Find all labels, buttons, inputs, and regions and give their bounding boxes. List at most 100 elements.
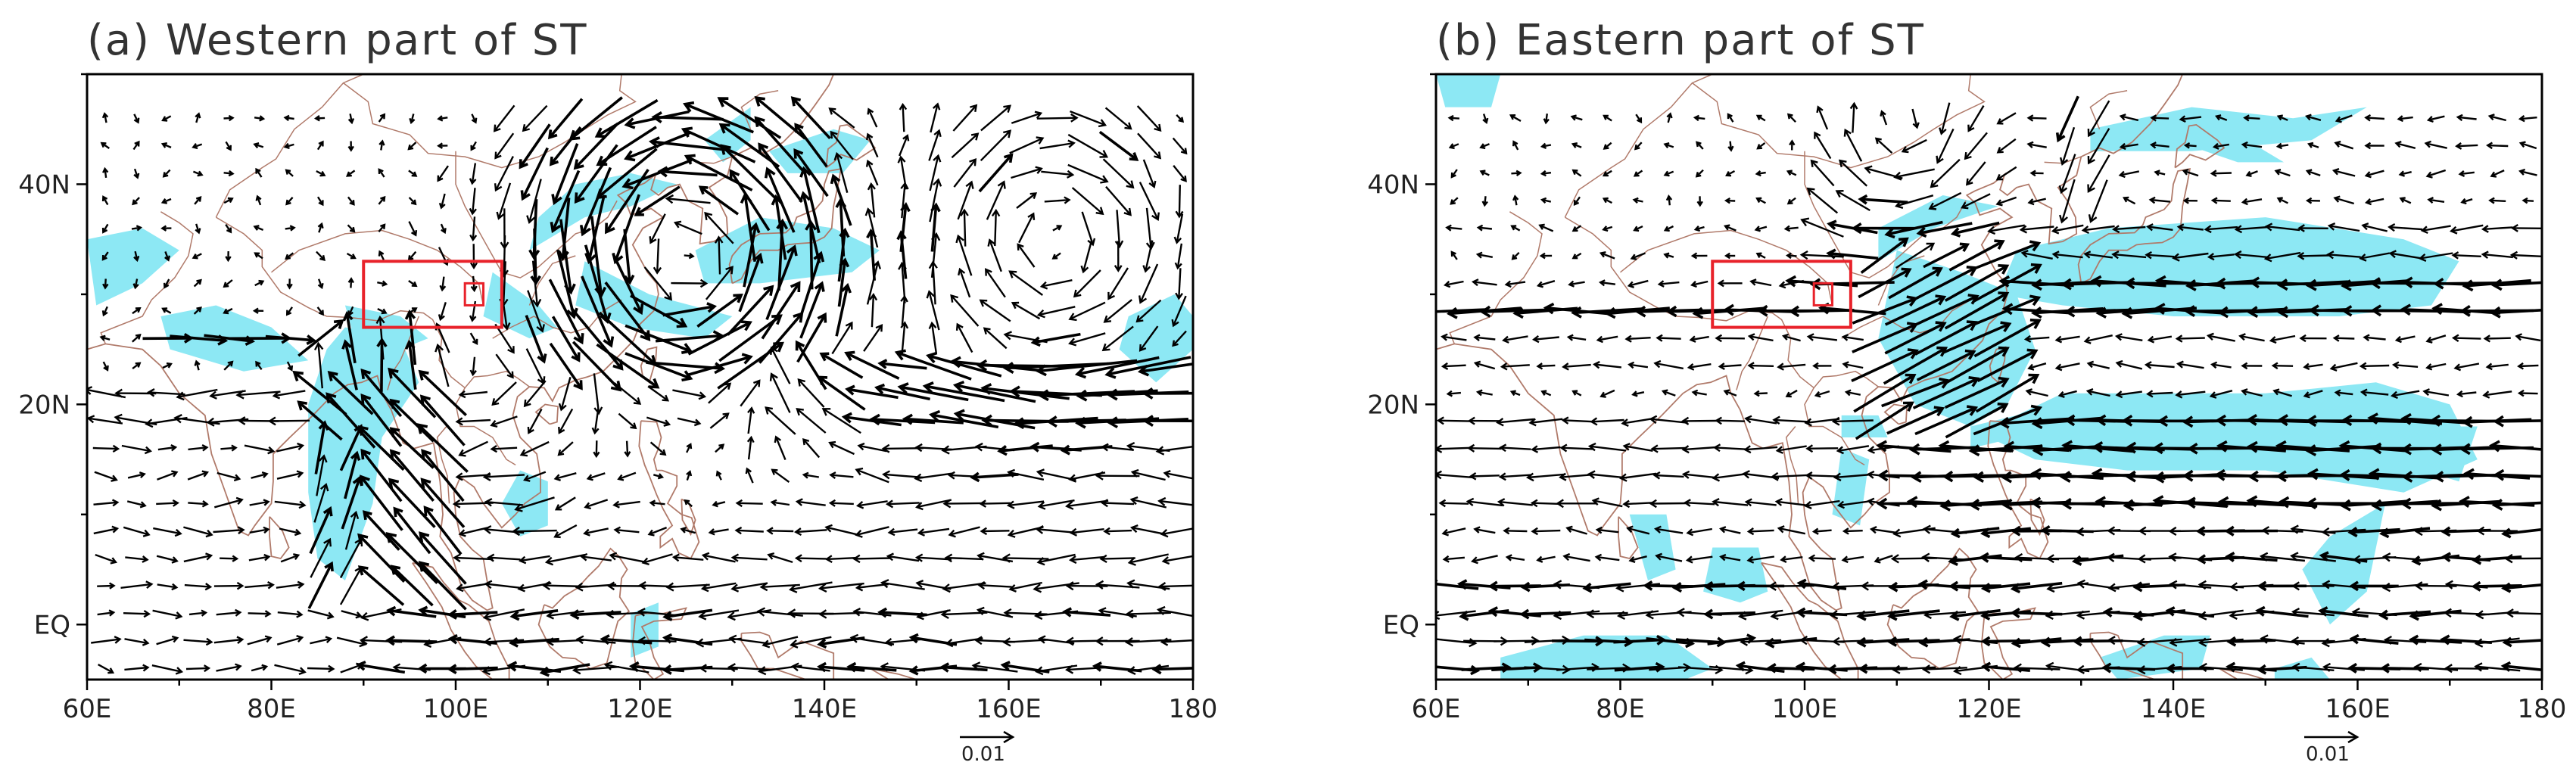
wind-vector — [1467, 416, 1501, 425]
wind-vector — [1041, 170, 1075, 179]
wind-vector — [1707, 633, 1757, 646]
wind-vector — [2490, 170, 2505, 178]
wind-vector — [1512, 140, 1519, 151]
wind-vector — [285, 169, 294, 177]
wind-vector — [1858, 267, 1912, 299]
wind-vector — [929, 409, 999, 429]
wind-vector — [2321, 527, 2366, 537]
wind-vector — [469, 332, 478, 346]
wind-vector — [1157, 496, 1193, 506]
wind-vector — [522, 104, 548, 132]
wind-vector — [715, 443, 725, 453]
coastline — [2174, 123, 2226, 169]
wind-vector — [520, 147, 549, 201]
wind-vector — [641, 553, 673, 566]
wind-vector — [2483, 334, 2511, 343]
wind-vector — [1172, 330, 1187, 347]
wind-vector — [216, 608, 242, 617]
wind-vector — [385, 532, 438, 584]
wind-vector — [97, 582, 116, 590]
wind-vector — [2476, 526, 2518, 536]
wind-vector — [880, 579, 925, 590]
wind-vector — [378, 113, 386, 123]
wind-vector — [453, 553, 494, 563]
wind-vector — [2481, 250, 2513, 260]
wind-vector — [2518, 115, 2537, 123]
wind-vector — [1129, 524, 1167, 536]
wind-vector — [1884, 294, 1947, 326]
wind-vector — [2318, 606, 2369, 618]
wind-vector — [2054, 362, 2080, 372]
wind-vector — [274, 664, 307, 676]
wind-vector — [1175, 185, 1184, 219]
wind-vector — [1068, 332, 1106, 347]
wind-vector — [833, 151, 849, 194]
wind-vector — [2026, 141, 2047, 148]
wind-vector — [1973, 263, 2042, 303]
wind-vector — [2040, 524, 2094, 537]
coastline — [2219, 667, 2266, 680]
wind-vector — [1571, 142, 1582, 148]
wind-vector — [1996, 112, 2017, 125]
wind-vector — [1936, 128, 1955, 164]
wind-vector — [253, 225, 264, 232]
wind-vector — [347, 277, 354, 288]
wind-vector — [948, 526, 980, 538]
wind-vector — [1880, 110, 1888, 126]
wind-vector — [2264, 222, 2300, 232]
wind-vector — [2182, 197, 2198, 204]
wind-vector — [309, 506, 333, 555]
wind-vector — [687, 320, 752, 356]
x-tick-label: 120E — [1956, 694, 2021, 724]
wind-vector — [799, 166, 821, 234]
shaded-area — [1878, 195, 1998, 262]
wind-vector — [98, 664, 115, 674]
wind-vector — [953, 157, 977, 188]
wind-vector — [1743, 445, 1778, 454]
wind-vector — [714, 235, 724, 275]
wind-vector — [1765, 636, 1818, 649]
wind-vector — [2319, 551, 2368, 563]
wind-vector — [223, 170, 235, 177]
border-line — [1449, 211, 1543, 344]
wind-vector — [1622, 443, 1653, 452]
wind-vector — [2182, 168, 2199, 177]
wind-vector — [734, 526, 764, 535]
wind-vector — [121, 444, 153, 455]
wind-vector — [2361, 222, 2388, 232]
wind-vector — [877, 359, 927, 370]
wind-vector — [1007, 468, 1045, 481]
wind-vector — [408, 170, 418, 177]
wind-vector — [2456, 114, 2477, 122]
wind-vector — [1631, 390, 1645, 397]
wind-vector — [1445, 224, 1462, 232]
wind-vector — [2027, 362, 2047, 371]
wind-vector — [377, 308, 388, 315]
wind-vector — [519, 440, 550, 457]
wind-vector — [1003, 608, 1048, 618]
wind-vector — [1174, 243, 1183, 270]
wind-vector — [1482, 114, 1489, 125]
wind-vector — [2226, 636, 2276, 647]
wind-vector — [438, 193, 446, 210]
x-tick-label: 180 — [1169, 694, 1218, 724]
wind-vector — [1844, 389, 1861, 397]
wind-vector — [1155, 445, 1193, 456]
wind-vector — [572, 341, 622, 392]
wind-vector — [469, 244, 478, 269]
wind-vector — [495, 353, 514, 379]
wind-vector — [2427, 197, 2445, 204]
wind-vector — [345, 170, 356, 177]
wind-vector — [1030, 332, 1081, 347]
wind-vector — [986, 180, 1006, 220]
wind-vector — [977, 580, 1012, 590]
wind-vector — [1981, 661, 2030, 673]
wind-vector — [1650, 444, 1687, 453]
shaded-area — [695, 217, 880, 284]
wind-vector — [347, 141, 354, 152]
wind-vector — [1811, 527, 1832, 535]
wind-vector — [793, 148, 829, 198]
wind-vector — [1869, 526, 1897, 534]
wind-vector — [418, 369, 467, 417]
wind-vector — [2453, 362, 2480, 372]
